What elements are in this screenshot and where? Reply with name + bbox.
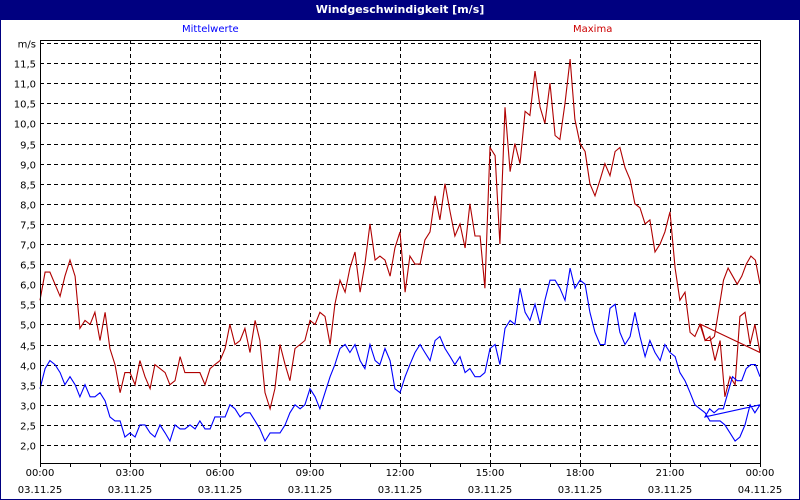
y-tick-label: 6,5 — [20, 261, 36, 272]
y-unit-label: m/s — [18, 40, 36, 51]
x-tick-date: 03.11.25 — [288, 485, 333, 496]
y-tick-label: 3,0 — [20, 402, 36, 413]
legend-max: Maxima — [573, 24, 613, 35]
y-tick-label: 10,5 — [14, 100, 36, 111]
x-tick-time: 00:00 — [746, 468, 775, 479]
y-tick-label: 7,0 — [20, 241, 36, 252]
plot-area-border — [40, 40, 761, 464]
x-tick-time: 06:00 — [206, 468, 235, 479]
y-tick-label: 9,0 — [20, 161, 36, 172]
y-tick-label: 8,0 — [20, 201, 36, 212]
series-mittelwerte-line — [39, 267, 762, 443]
x-tick-date: 03.11.25 — [378, 485, 423, 496]
x-tick-time: 21:00 — [656, 468, 685, 479]
y-tick-label: 8,5 — [20, 181, 36, 192]
y-tick-label: 5,0 — [20, 321, 36, 332]
y-tick-label: 3,5 — [20, 382, 36, 393]
legend-mean: Mittelwerte — [182, 24, 239, 35]
x-tick-date: 03.11.25 — [648, 485, 693, 496]
y-tick-label: 9,5 — [20, 141, 36, 152]
series-maxima-line — [39, 59, 761, 411]
x-tick-date: 04.11.25 — [738, 485, 783, 496]
x-tick-time: 15:00 — [476, 468, 505, 479]
x-tick-date: 03.11.25 — [18, 485, 63, 496]
x-tick-date: 03.11.25 — [108, 485, 153, 496]
x-tick-time: 18:00 — [566, 468, 595, 479]
y-tick-label: 2,5 — [20, 422, 36, 433]
y-tick-label: 6,0 — [20, 281, 36, 292]
x-tick-date: 03.11.25 — [558, 485, 603, 496]
y-tick-label: 11,0 — [14, 80, 36, 91]
x-tick-time: 03:00 — [116, 468, 145, 479]
x-tick-time: 00:00 — [26, 468, 55, 479]
y-axis: 2,0 2,5 3,0 3,5 4,0 4,5 5,0 5,5 6,0 6,5 7,0 7,5 8,0 8… — [14, 40, 36, 453]
chart-title: Windgeschwindigkeit [m/s] — [0, 0, 800, 20]
y-tick-label: 2,0 — [20, 442, 36, 453]
x-tick-date: 03.11.25 — [198, 485, 243, 496]
y-tick-label: 11,5 — [14, 60, 36, 71]
x-tick-time: 09:00 — [296, 468, 325, 479]
x-axis: 00:00 03.11.25 03:00 03.11.25 06:00 03.11.25 0… — [18, 463, 783, 496]
x-tick-time: 12:00 — [386, 468, 415, 479]
grid-lines — [40, 40, 760, 463]
y-tick-label: 4,5 — [20, 342, 36, 353]
x-tick-date: 03.11.25 — [468, 485, 513, 496]
y-tick-label: 7,5 — [20, 221, 36, 232]
y-tick-label: 4,0 — [20, 362, 36, 373]
y-tick-label: 5,5 — [20, 301, 36, 312]
y-tick-label: 10,0 — [14, 120, 36, 131]
